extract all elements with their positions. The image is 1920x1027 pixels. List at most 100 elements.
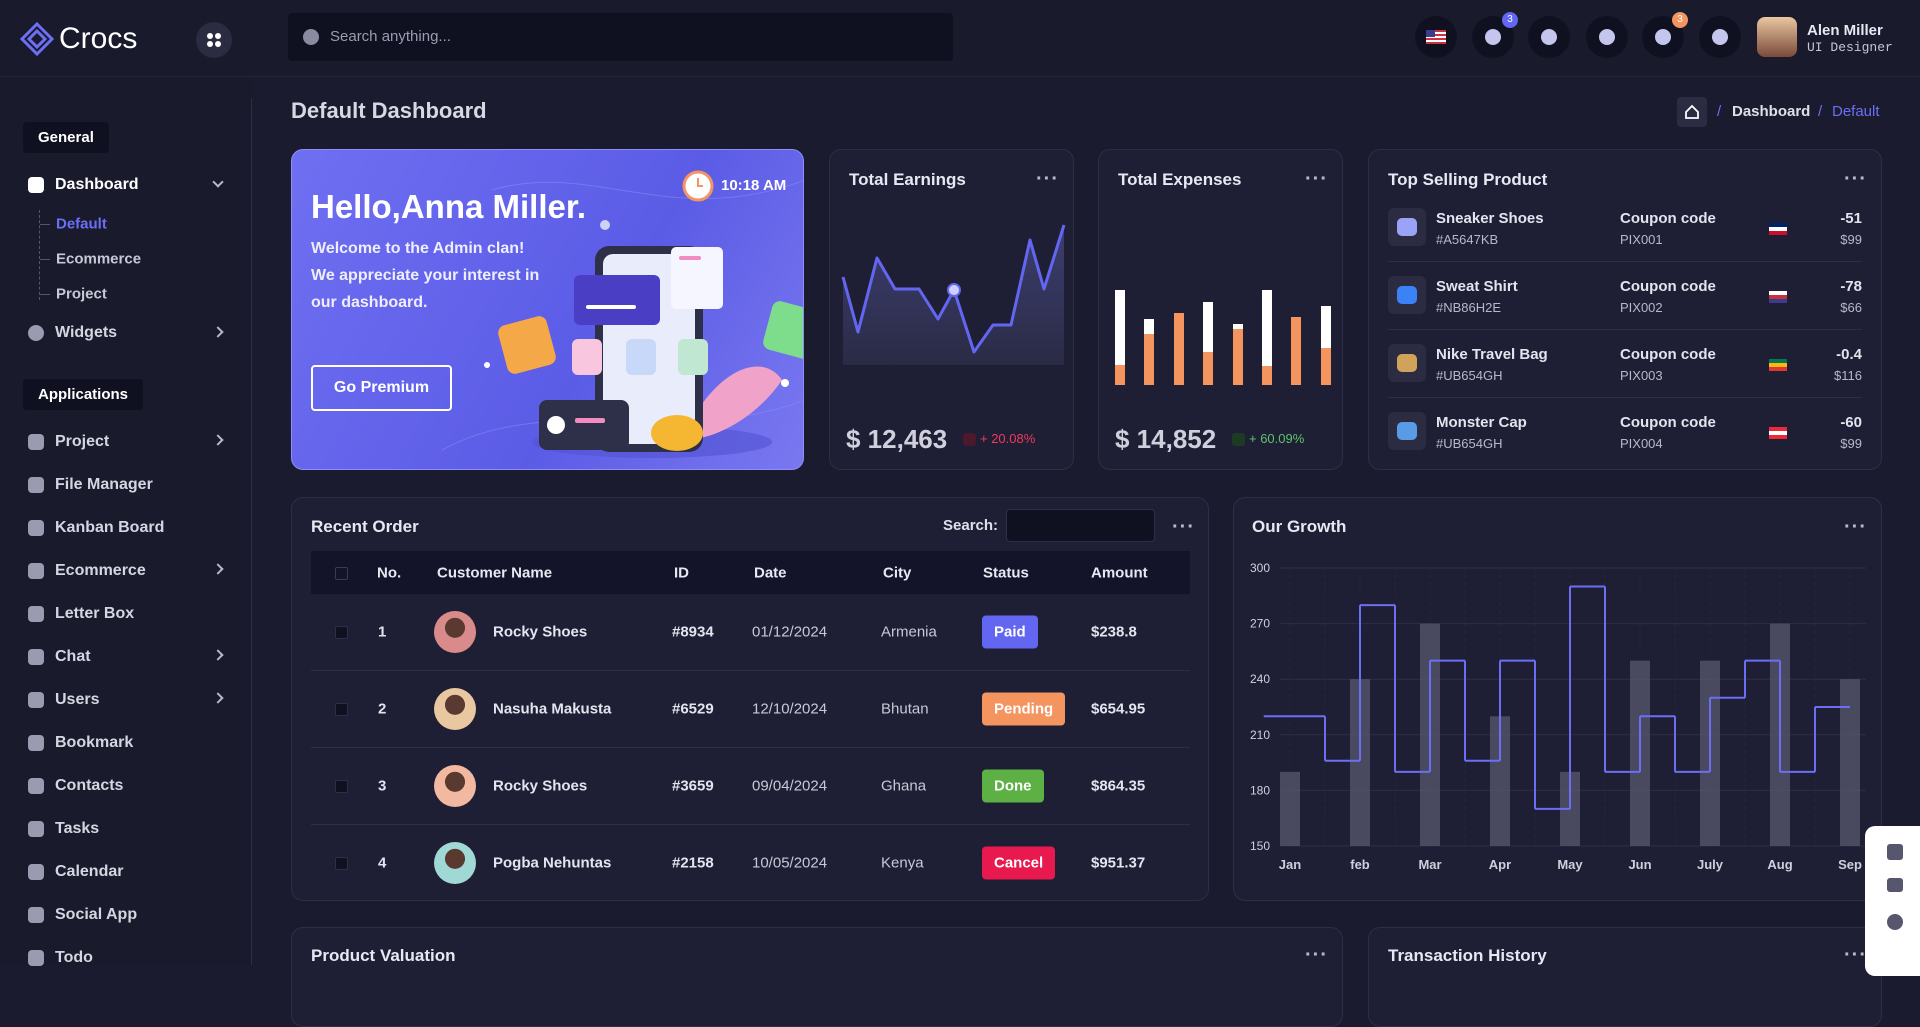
- card-menu[interactable]: ···: [1172, 516, 1195, 538]
- product-shape: [1397, 422, 1417, 440]
- table-cell: Armenia: [881, 623, 937, 641]
- row-checkbox[interactable]: [335, 857, 348, 870]
- table-cell: #8934: [672, 623, 714, 641]
- page-title: Default Dashboard: [291, 98, 487, 123]
- product-name: Monster Cap: [1436, 414, 1527, 431]
- card-menu[interactable]: ···: [1844, 944, 1867, 966]
- product-code: #UB654GH: [1436, 368, 1503, 383]
- y-tick-label: 300: [1250, 561, 1270, 575]
- nav-icon: [28, 520, 44, 536]
- favorites-button[interactable]: [1528, 16, 1570, 58]
- mail-badge: 3: [1672, 12, 1688, 28]
- search-label: Search:: [943, 517, 999, 534]
- table-cell: 01/12/2024: [752, 623, 828, 641]
- nav-item[interactable]: Project: [55, 433, 110, 450]
- bar: [1840, 679, 1860, 846]
- table-cell: 2: [378, 700, 387, 718]
- nav-icon: [28, 864, 44, 880]
- apps-button[interactable]: [196, 22, 232, 58]
- customer-avatar: [434, 842, 476, 884]
- page: { "sidebar": { "brand": "Crocs", "sectio…: [0, 12, 1920, 1027]
- nav-item[interactable]: Ecommerce: [55, 562, 146, 579]
- welcome-line: Welcome to the Admin clan!: [311, 240, 525, 257]
- nav-item[interactable]: Bookmark: [55, 734, 134, 751]
- growth-chart: 150 180 210 240 270 300 Jan feb Mar Apr May Jun July…: [1250, 561, 1866, 872]
- table-cell: $864.35: [1091, 777, 1146, 795]
- nav-item[interactable]: Kanban Board: [55, 519, 165, 536]
- nav-icon: [28, 778, 44, 794]
- user-avatar[interactable]: [1757, 17, 1797, 57]
- earnings-sparkline: [841, 224, 1066, 365]
- nav-item[interactable]: Letter Box: [55, 605, 135, 622]
- search-input[interactable]: [1006, 509, 1155, 542]
- status-badge: Done: [982, 769, 1044, 803]
- card-title: Total Earnings: [849, 170, 966, 189]
- earnings-card: Total Earnings ··· $ 12,463 + 20.08%: [829, 149, 1074, 470]
- row-checkbox[interactable]: [335, 626, 348, 639]
- nav-item[interactable]: Dashboard: [55, 176, 139, 193]
- x-tick-label: Jan: [1279, 857, 1301, 872]
- nav-item[interactable]: Users: [55, 691, 100, 708]
- nav-icon: [28, 563, 44, 579]
- breadcrumb-item[interactable]: Dashboard: [1732, 103, 1811, 120]
- nav-item[interactable]: Tasks: [55, 820, 100, 837]
- search-box[interactable]: Search anything...: [288, 13, 953, 61]
- coupon-label: Coupon code: [1620, 210, 1716, 227]
- language-button[interactable]: [1415, 16, 1457, 58]
- table-cell: $238.8: [1091, 623, 1137, 641]
- logo-icon: [20, 22, 54, 56]
- nav-icon: [28, 649, 44, 665]
- table-cell: Kenya: [881, 854, 924, 872]
- nav-subitem[interactable]: Project: [56, 285, 107, 303]
- tool-icon[interactable]: [1887, 914, 1903, 930]
- expenses-bars: [1115, 290, 1331, 385]
- chevron: [212, 326, 224, 338]
- product-name: Nike Travel Bag: [1436, 346, 1548, 363]
- table-cell: #2158: [672, 854, 714, 872]
- go-premium-button[interactable]: Go Premium: [311, 365, 452, 411]
- product-code: #UB654GH: [1436, 436, 1503, 451]
- home-icon[interactable]: [1677, 97, 1707, 127]
- nav-item[interactable]: Chat: [55, 648, 91, 665]
- theme-button[interactable]: [1586, 16, 1628, 58]
- product-code: #A5647KB: [1436, 232, 1499, 247]
- nav-subitem[interactable]: Default: [56, 215, 107, 233]
- welcome-card: Hello,Anna Miller. Welcome to the Admin …: [291, 149, 804, 470]
- nav-icon: [28, 735, 44, 751]
- status-badge: Paid: [982, 615, 1038, 649]
- product-shape: [1397, 218, 1417, 236]
- row-checkbox[interactable]: [335, 703, 348, 716]
- nav-icon: [28, 477, 44, 493]
- product-change: -60: [1840, 414, 1862, 431]
- nav-item[interactable]: Contacts: [55, 777, 124, 794]
- expenses-change: + 60.09%: [1249, 431, 1305, 446]
- chevron: [212, 563, 224, 575]
- breadcrumb-sep: /: [1818, 103, 1823, 120]
- tool-icon[interactable]: [1887, 844, 1903, 860]
- select-all[interactable]: [335, 567, 348, 580]
- product-change: -51: [1840, 210, 1862, 227]
- card-title: Top Selling Product: [1388, 170, 1548, 189]
- row-checkbox[interactable]: [335, 780, 348, 793]
- tree-dash: [40, 224, 50, 225]
- coupon-label: Coupon code: [1620, 414, 1716, 431]
- card-menu[interactable]: ···: [1305, 944, 1328, 966]
- cart-button[interactable]: [1699, 16, 1741, 58]
- expenses-card: Total Expenses ··· $ 14,852 + 60.09%: [1098, 149, 1343, 470]
- nav-item[interactable]: File Manager: [55, 476, 153, 493]
- sidebar-border: [251, 98, 252, 965]
- nav-item[interactable]: Social App: [55, 906, 138, 923]
- nav-item[interactable]: Calendar: [55, 863, 124, 880]
- x-tick-label: Apr: [1489, 857, 1511, 872]
- tool-icon[interactable]: [1887, 878, 1903, 892]
- section-label: Applications: [23, 379, 144, 410]
- chevron: [212, 434, 224, 446]
- nav-item[interactable]: Widgets: [55, 324, 118, 341]
- card-menu[interactable]: ···: [1844, 168, 1867, 190]
- earnings-change: + 20.08%: [980, 431, 1036, 446]
- product-image: [1388, 276, 1426, 314]
- nav-item[interactable]: Todo: [55, 949, 93, 966]
- nav-subitem[interactable]: Ecommerce: [56, 250, 142, 268]
- y-tick-label: 270: [1250, 617, 1270, 631]
- x-tick-label: July: [1697, 857, 1724, 872]
